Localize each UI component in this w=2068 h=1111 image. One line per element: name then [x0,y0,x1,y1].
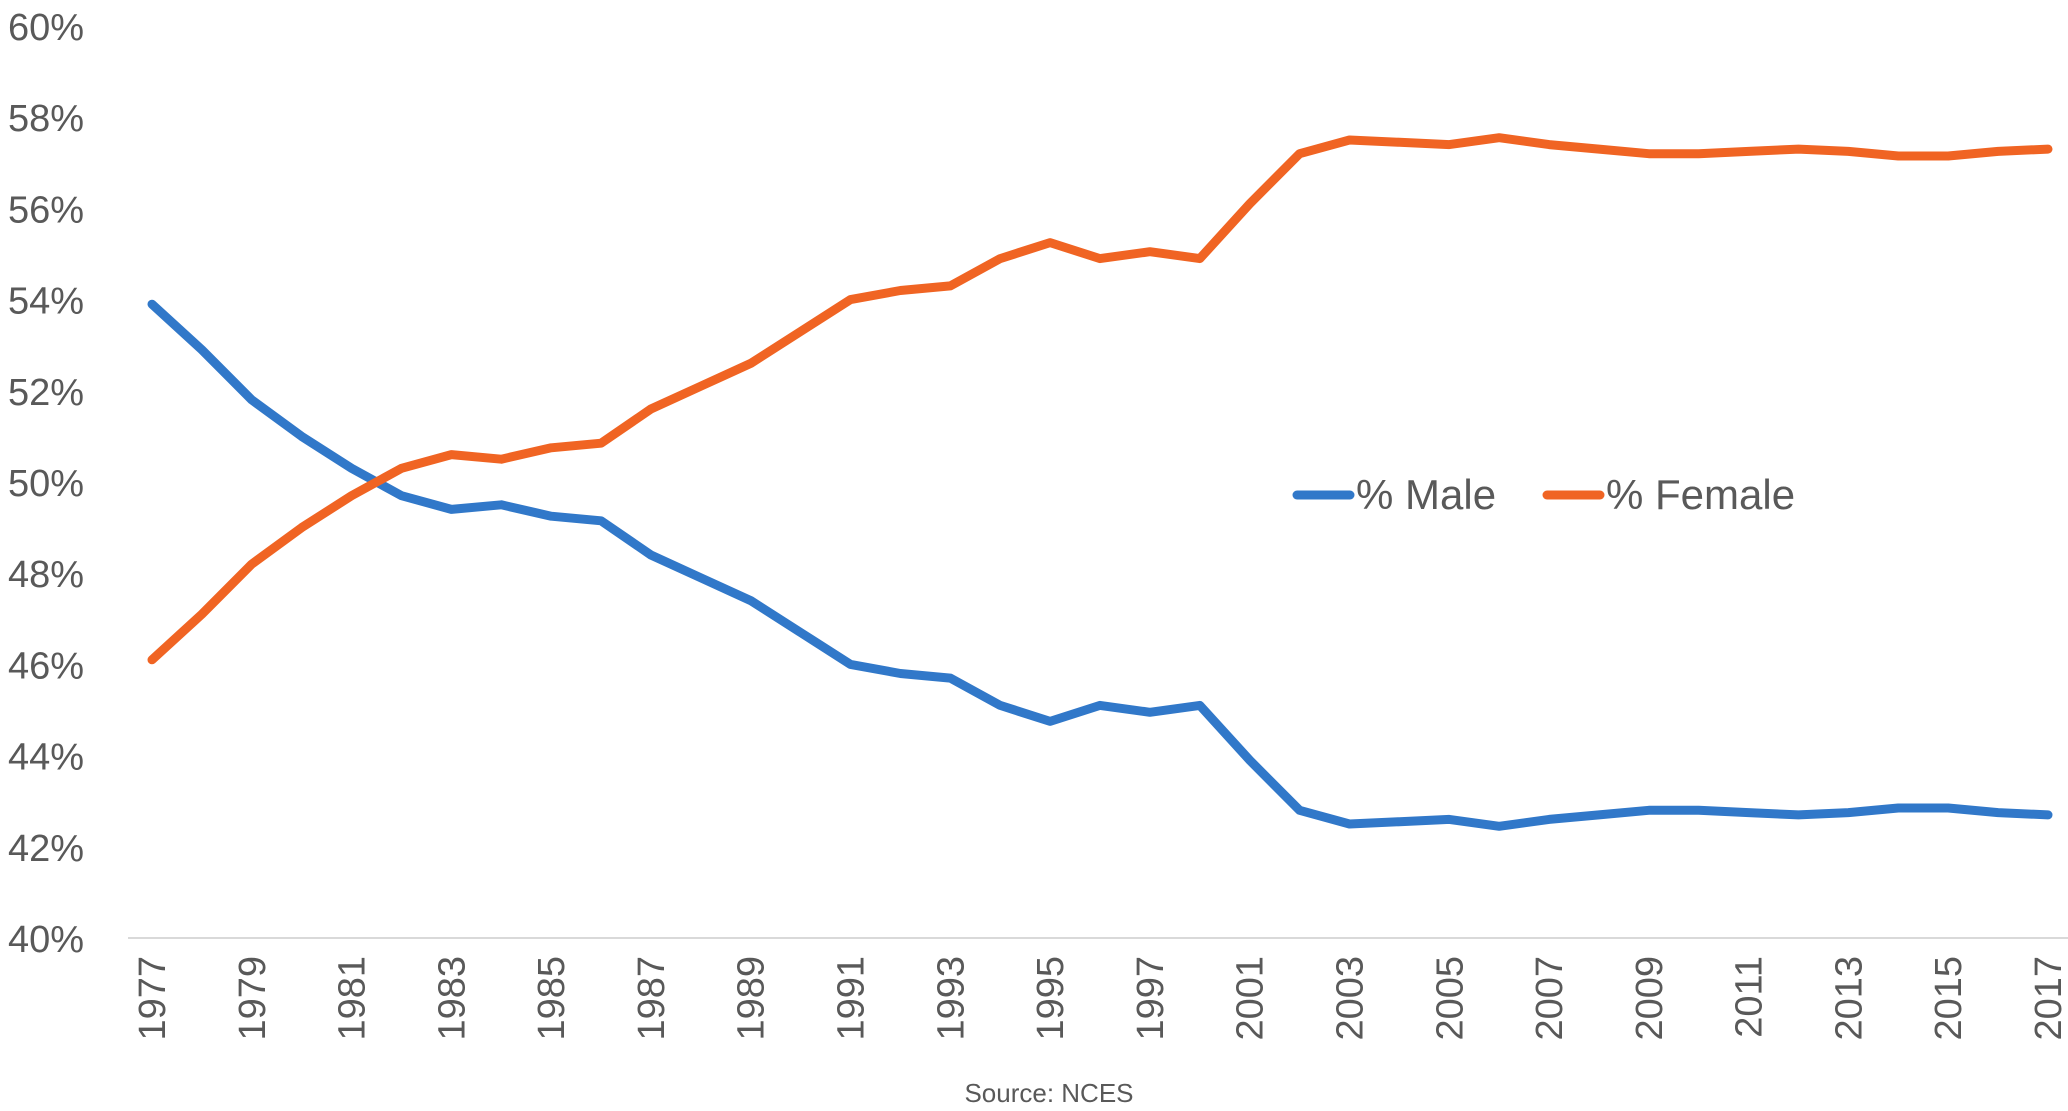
y-tick-label: 56% [8,189,84,231]
x-tick-label: 1995 [1030,956,1072,1041]
x-tick-label: 2011 [1729,956,1771,1038]
x-tick-label: 1989 [731,956,773,1041]
series-line-male [152,304,2048,826]
x-tick-label: 1987 [631,956,673,1041]
x-tick-label: 1981 [332,956,374,1041]
legend: % Male % Female [1297,471,1795,518]
x-tick-label: 2013 [1828,956,1870,1041]
y-tick-label: 40% [8,919,84,961]
legend-label-male: % Male [1356,471,1496,518]
y-tick-label: 48% [8,554,84,596]
x-tick-label: 2003 [1329,956,1371,1041]
y-tick-label: 60% [8,7,84,49]
y-tick-label: 46% [8,645,84,687]
y-tick-label: 44% [8,737,84,779]
x-tick-label: 2015 [1928,956,1970,1041]
series-line-female [152,138,2048,660]
y-tick-label: 42% [8,828,84,870]
x-tick-label: 1983 [431,956,473,1041]
y-tick-label: 50% [8,463,84,505]
x-tick-label: 1979 [232,956,274,1041]
x-tick-label: 2005 [1429,956,1471,1041]
y-tick-label: 58% [8,98,84,140]
x-tick-label: 2007 [1529,956,1571,1041]
x-axis-tick-labels: 1977 1979 1981 1983 1985 1987 1989 1991 1993 1995… [132,956,2068,1041]
x-tick-label: 1977 [132,956,174,1041]
x-tick-label: 1993 [930,956,972,1041]
y-tick-label: 54% [8,281,84,323]
x-tick-label: 1997 [1130,956,1172,1041]
x-tick-label: 1991 [831,956,873,1041]
x-tick-label: 2001 [1230,956,1272,1041]
y-axis-tick-labels: 40% 42% 44% 46% 48% 50% 52% 54% 56% 58% 60% [8,7,84,961]
y-tick-label: 52% [8,372,84,414]
legend-label-female: % Female [1606,471,1795,518]
x-tick-label: 2017 [2028,956,2068,1041]
x-tick-label: 2009 [1629,956,1671,1041]
x-tick-label: 1985 [531,956,573,1041]
source-note: Source: NCES [964,1078,1133,1106]
